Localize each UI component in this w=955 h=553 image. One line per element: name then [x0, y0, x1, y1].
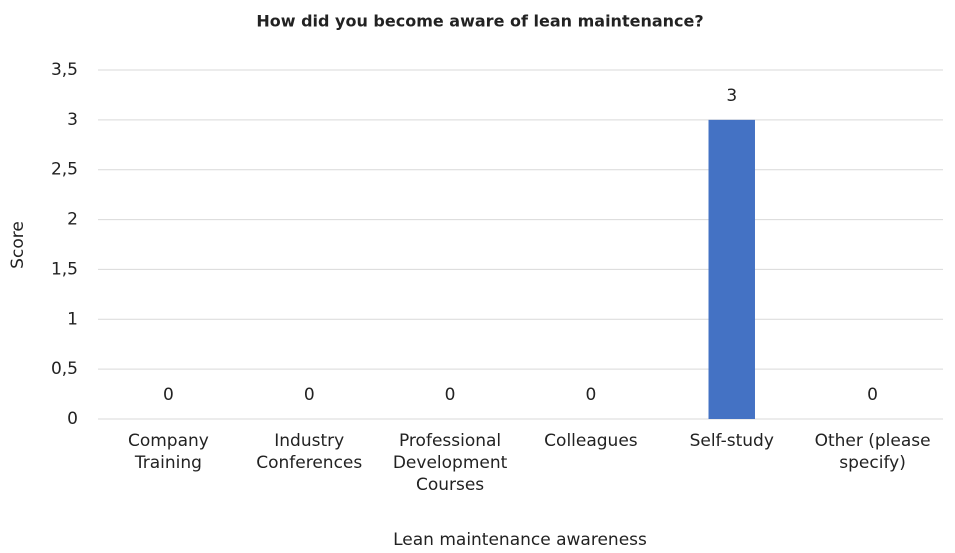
- data-label: 0: [163, 385, 174, 405]
- chart-title: How did you become aware of lean mainten…: [256, 12, 703, 31]
- x-axis-title: Lean maintenance awareness: [393, 530, 647, 550]
- y-tick-label: 0,5: [51, 359, 78, 379]
- y-tick-label: 0: [67, 409, 78, 429]
- x-tick-label: Professional Development Courses: [392, 431, 508, 495]
- y-tick-label: 3: [67, 110, 78, 130]
- bar: [708, 119, 755, 419]
- y-tick-label: 1,5: [51, 259, 78, 279]
- data-label: 0: [586, 385, 597, 405]
- data-label: 3: [726, 86, 737, 106]
- data-label: 0: [445, 385, 456, 405]
- x-tick-label: Self-study: [689, 431, 774, 451]
- data-label: 0: [867, 385, 878, 405]
- x-tick-label: Industry Conferences: [256, 431, 363, 473]
- data-label: 0: [304, 385, 315, 405]
- y-tick-label: 3,5: [51, 60, 78, 80]
- y-axis-title: Score: [8, 221, 28, 269]
- y-tick-label: 2: [67, 210, 78, 230]
- x-tick-label: Colleagues: [544, 431, 638, 451]
- x-tick-label: Other (please specify): [814, 431, 931, 473]
- y-tick-label: 1: [67, 309, 78, 329]
- x-tick-label: Company Training: [127, 431, 209, 473]
- y-tick-label: 2,5: [51, 160, 78, 180]
